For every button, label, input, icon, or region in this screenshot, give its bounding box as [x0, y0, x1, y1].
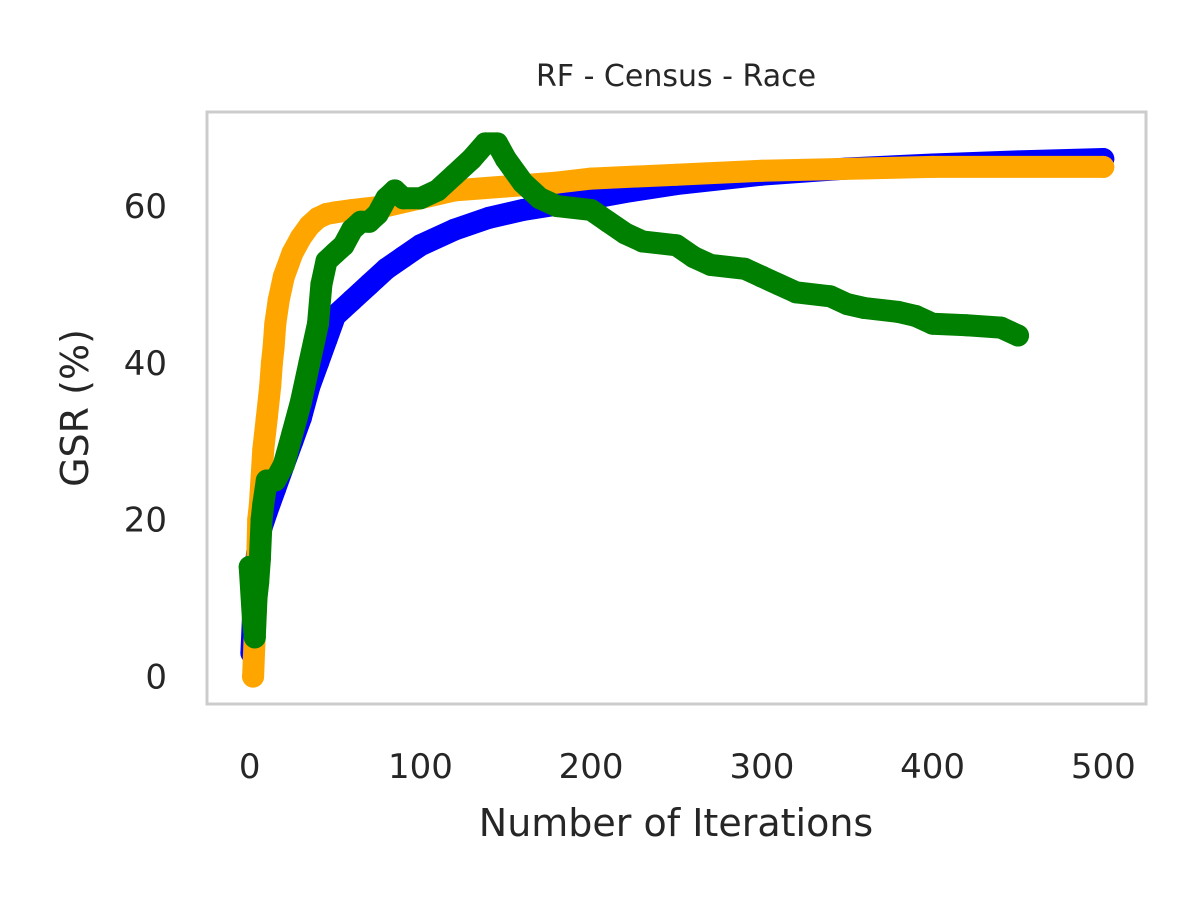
- data-point-green: [836, 293, 859, 316]
- data-point-orange: [324, 201, 346, 224]
- x-tick-label: 300: [729, 747, 794, 787]
- data-point-blue: [341, 289, 364, 312]
- data-point-green: [528, 187, 551, 210]
- x-axis-label: Number of Iterations: [479, 801, 873, 845]
- data-point-orange: [580, 167, 603, 190]
- x-tick-label: 400: [900, 747, 965, 787]
- data-point-green: [443, 163, 466, 186]
- data-point-blue: [358, 273, 381, 296]
- data-point-green: [631, 230, 654, 253]
- x-tick-labels: 0 100 200 300 400 500: [239, 747, 1136, 787]
- data-point-green: [494, 148, 517, 170]
- data-point-green: [665, 234, 688, 257]
- data-point-green: [785, 281, 807, 304]
- data-point-green: [819, 285, 842, 308]
- x-tick-label: 500: [1071, 747, 1136, 787]
- data-point-green: [887, 300, 910, 323]
- data-point-orange: [1092, 155, 1115, 178]
- data-point-green: [310, 273, 333, 296]
- data-point-green: [1007, 324, 1029, 347]
- x-tick-label: 200: [559, 747, 624, 787]
- data-point-orange: [272, 265, 295, 288]
- data-point-green: [511, 171, 534, 194]
- data-point-orange: [242, 665, 265, 688]
- data-point-orange: [665, 163, 688, 186]
- y-tick-label: 0: [145, 658, 167, 698]
- data-point-green: [243, 626, 266, 649]
- y-axis-label: GSR (%): [53, 329, 97, 487]
- data-point-green: [699, 253, 722, 276]
- data-point-blue: [409, 234, 432, 257]
- data-point-blue: [511, 199, 534, 221]
- data-point-orange: [267, 289, 290, 312]
- data-point-blue: [375, 257, 398, 280]
- y-tick-label: 20: [124, 501, 167, 541]
- data-point-green: [281, 422, 304, 445]
- data-point-green: [614, 222, 637, 245]
- data-point-green: [252, 493, 275, 516]
- data-point-blue: [392, 246, 415, 269]
- series-layer: [238, 132, 1115, 688]
- data-point-green: [750, 265, 773, 288]
- data-point-green: [247, 571, 270, 594]
- data-point-green: [272, 453, 295, 476]
- data-point-green: [248, 547, 271, 570]
- data-point-green: [392, 187, 415, 210]
- data-point-green: [580, 199, 603, 221]
- data-point-green: [597, 210, 620, 233]
- data-point-green: [546, 195, 568, 218]
- data-point-orange: [262, 336, 285, 359]
- data-point-orange: [252, 438, 275, 461]
- data-point-green: [409, 187, 432, 210]
- data-point-green: [989, 316, 1012, 339]
- data-point-green: [307, 312, 329, 335]
- data-point-blue: [443, 218, 466, 241]
- chart-title: RF - Census - Race: [536, 59, 816, 94]
- x-tick-label: 100: [388, 747, 453, 787]
- y-tick-label: 60: [124, 187, 167, 227]
- data-point-green: [853, 297, 876, 319]
- data-point-green: [955, 314, 978, 337]
- data-point-green: [460, 148, 483, 170]
- series-green: [238, 132, 1029, 649]
- data-point-orange: [255, 406, 278, 429]
- data-point-green: [904, 304, 927, 327]
- x-tick-label: 0: [239, 747, 261, 787]
- data-point-green: [298, 351, 321, 374]
- data-point-green: [289, 391, 312, 414]
- data-point-orange: [264, 312, 287, 335]
- data-point-orange: [750, 159, 773, 182]
- data-point-orange: [546, 171, 568, 194]
- data-point-green: [426, 179, 449, 202]
- data-point-green: [682, 246, 705, 269]
- y-tick-labels: 0 20 40 60: [124, 187, 167, 697]
- data-point-blue: [477, 206, 500, 229]
- data-point-green: [921, 312, 944, 335]
- data-point-green: [767, 273, 790, 296]
- data-point-orange: [259, 375, 282, 398]
- y-tick-label: 40: [124, 344, 167, 384]
- data-point-orange: [921, 155, 944, 178]
- data-point-green: [733, 257, 756, 280]
